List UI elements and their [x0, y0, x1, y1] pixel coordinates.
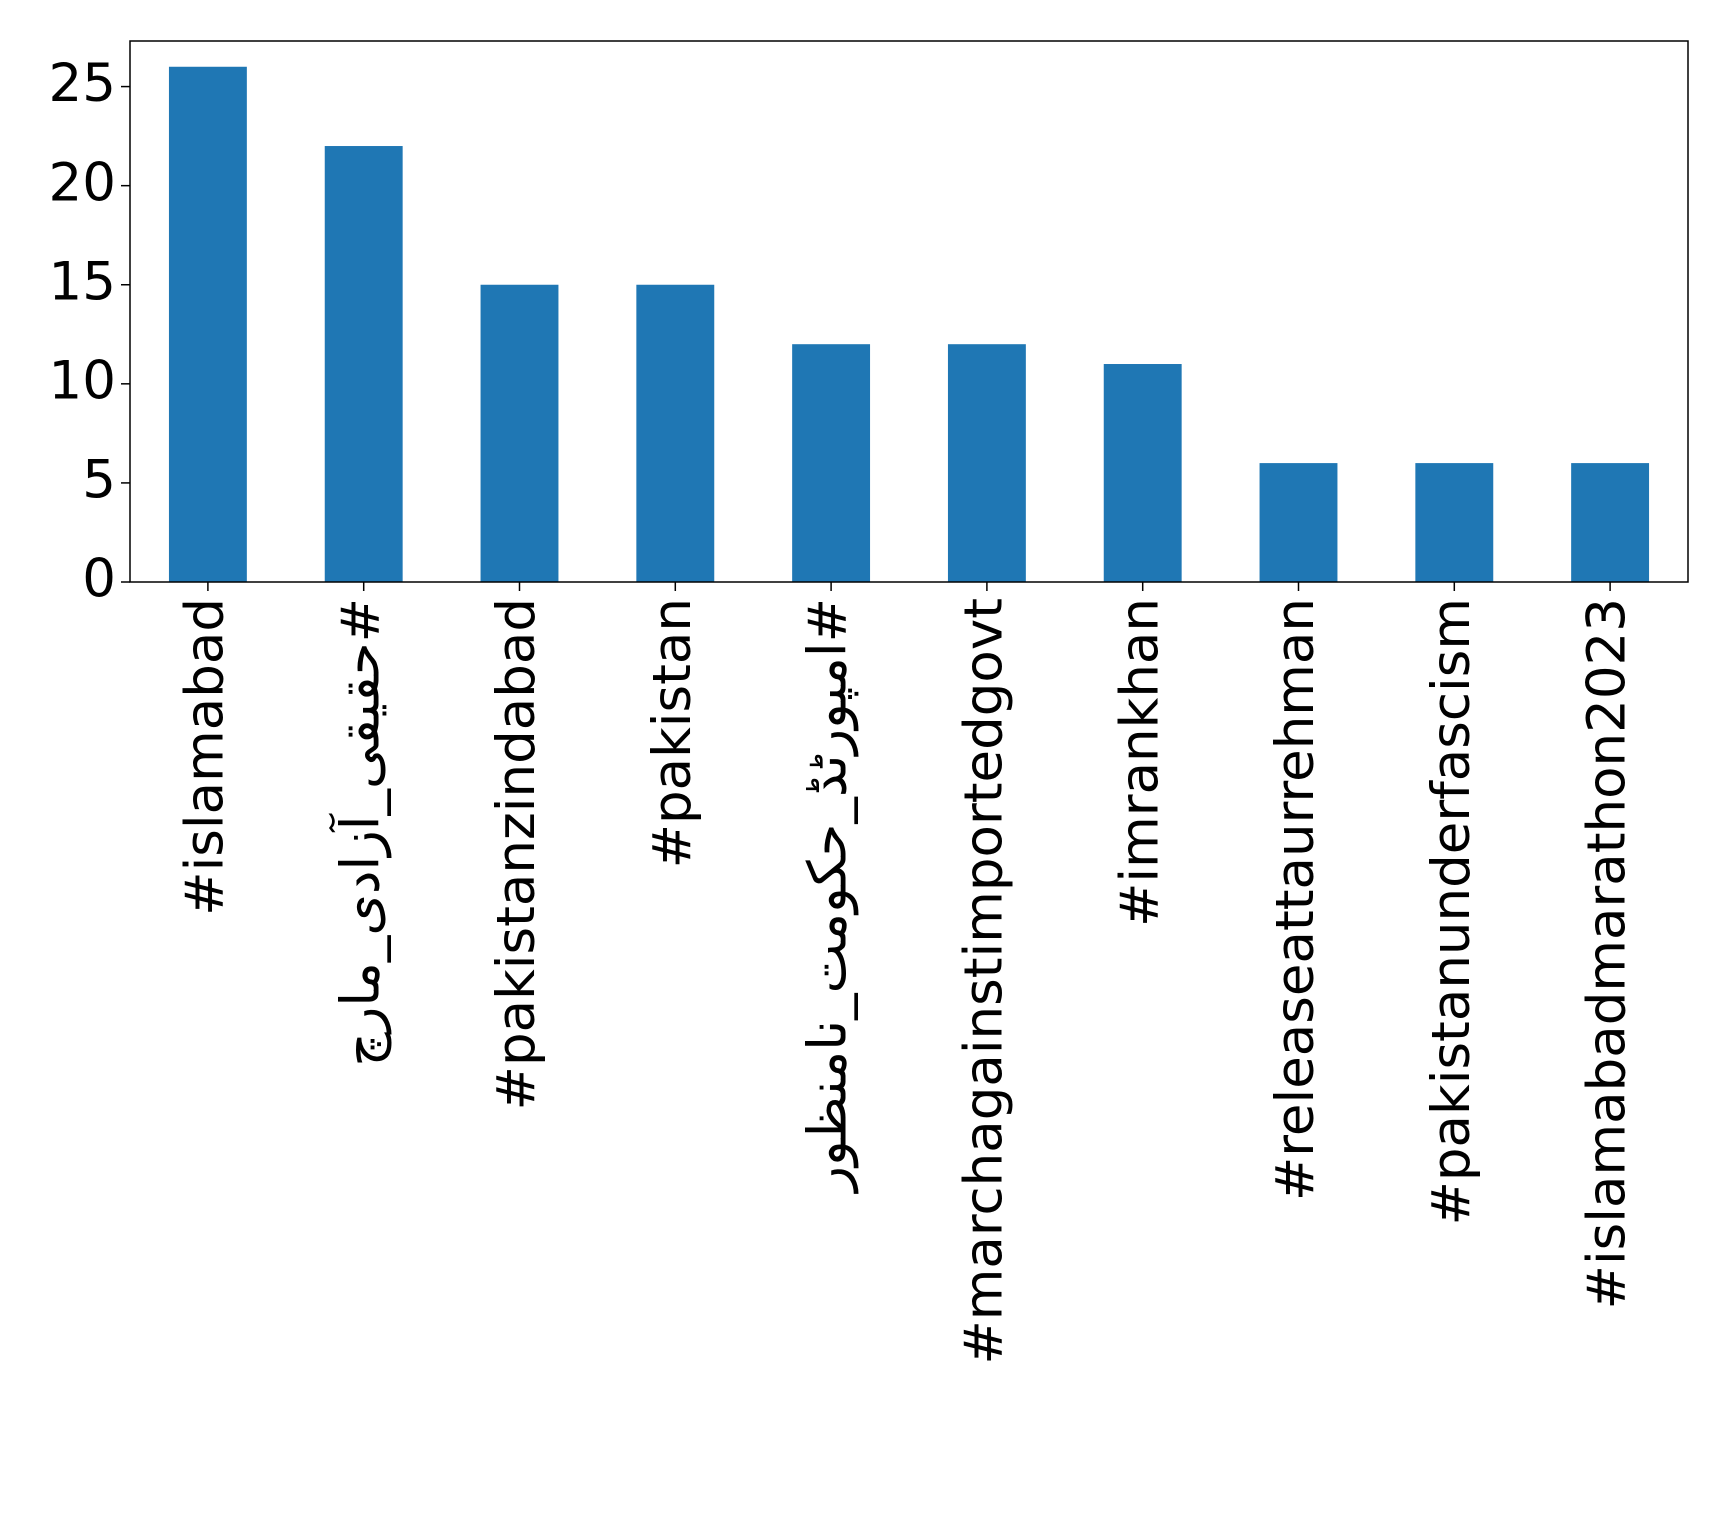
x-tick-label: #pakistanunderfascism	[1421, 598, 1482, 1226]
y-tick-label: 10	[49, 350, 116, 411]
bar	[1571, 463, 1650, 582]
bar	[792, 344, 871, 582]
plot-frame	[129, 40, 1689, 583]
y-tick-label: 15	[49, 251, 116, 312]
bar	[947, 344, 1026, 582]
x-tick-label: #حقیقی_آزادی_مارچ	[328, 598, 391, 1066]
x-tick-label: #releaseattaurrehman	[1265, 598, 1326, 1201]
x-tick-label: #islamabadmarathon2023	[1577, 598, 1638, 1309]
x-tick-label: #imrankhan	[1109, 598, 1170, 927]
x-tick-label: #pakistan	[642, 598, 703, 868]
bar	[1415, 463, 1494, 582]
x-tick-label: #marchagainstimportedgovt	[954, 598, 1015, 1365]
x-tick-label: #pakistanzindabad	[486, 598, 547, 1110]
bar	[636, 284, 715, 582]
y-tick-label: 20	[49, 152, 116, 213]
y-tick-label: 5	[82, 450, 116, 511]
bar	[324, 146, 403, 582]
y-tick-label: 0	[82, 549, 116, 610]
bar	[1259, 463, 1338, 582]
bar	[168, 66, 247, 582]
bar	[480, 284, 559, 582]
y-tick-label: 25	[49, 53, 116, 114]
x-tick-label: #islamabad	[175, 598, 236, 916]
bar	[1103, 364, 1182, 582]
x-tick-label: #امپورٹڈ_حکومت_نامنظور	[798, 598, 859, 1195]
